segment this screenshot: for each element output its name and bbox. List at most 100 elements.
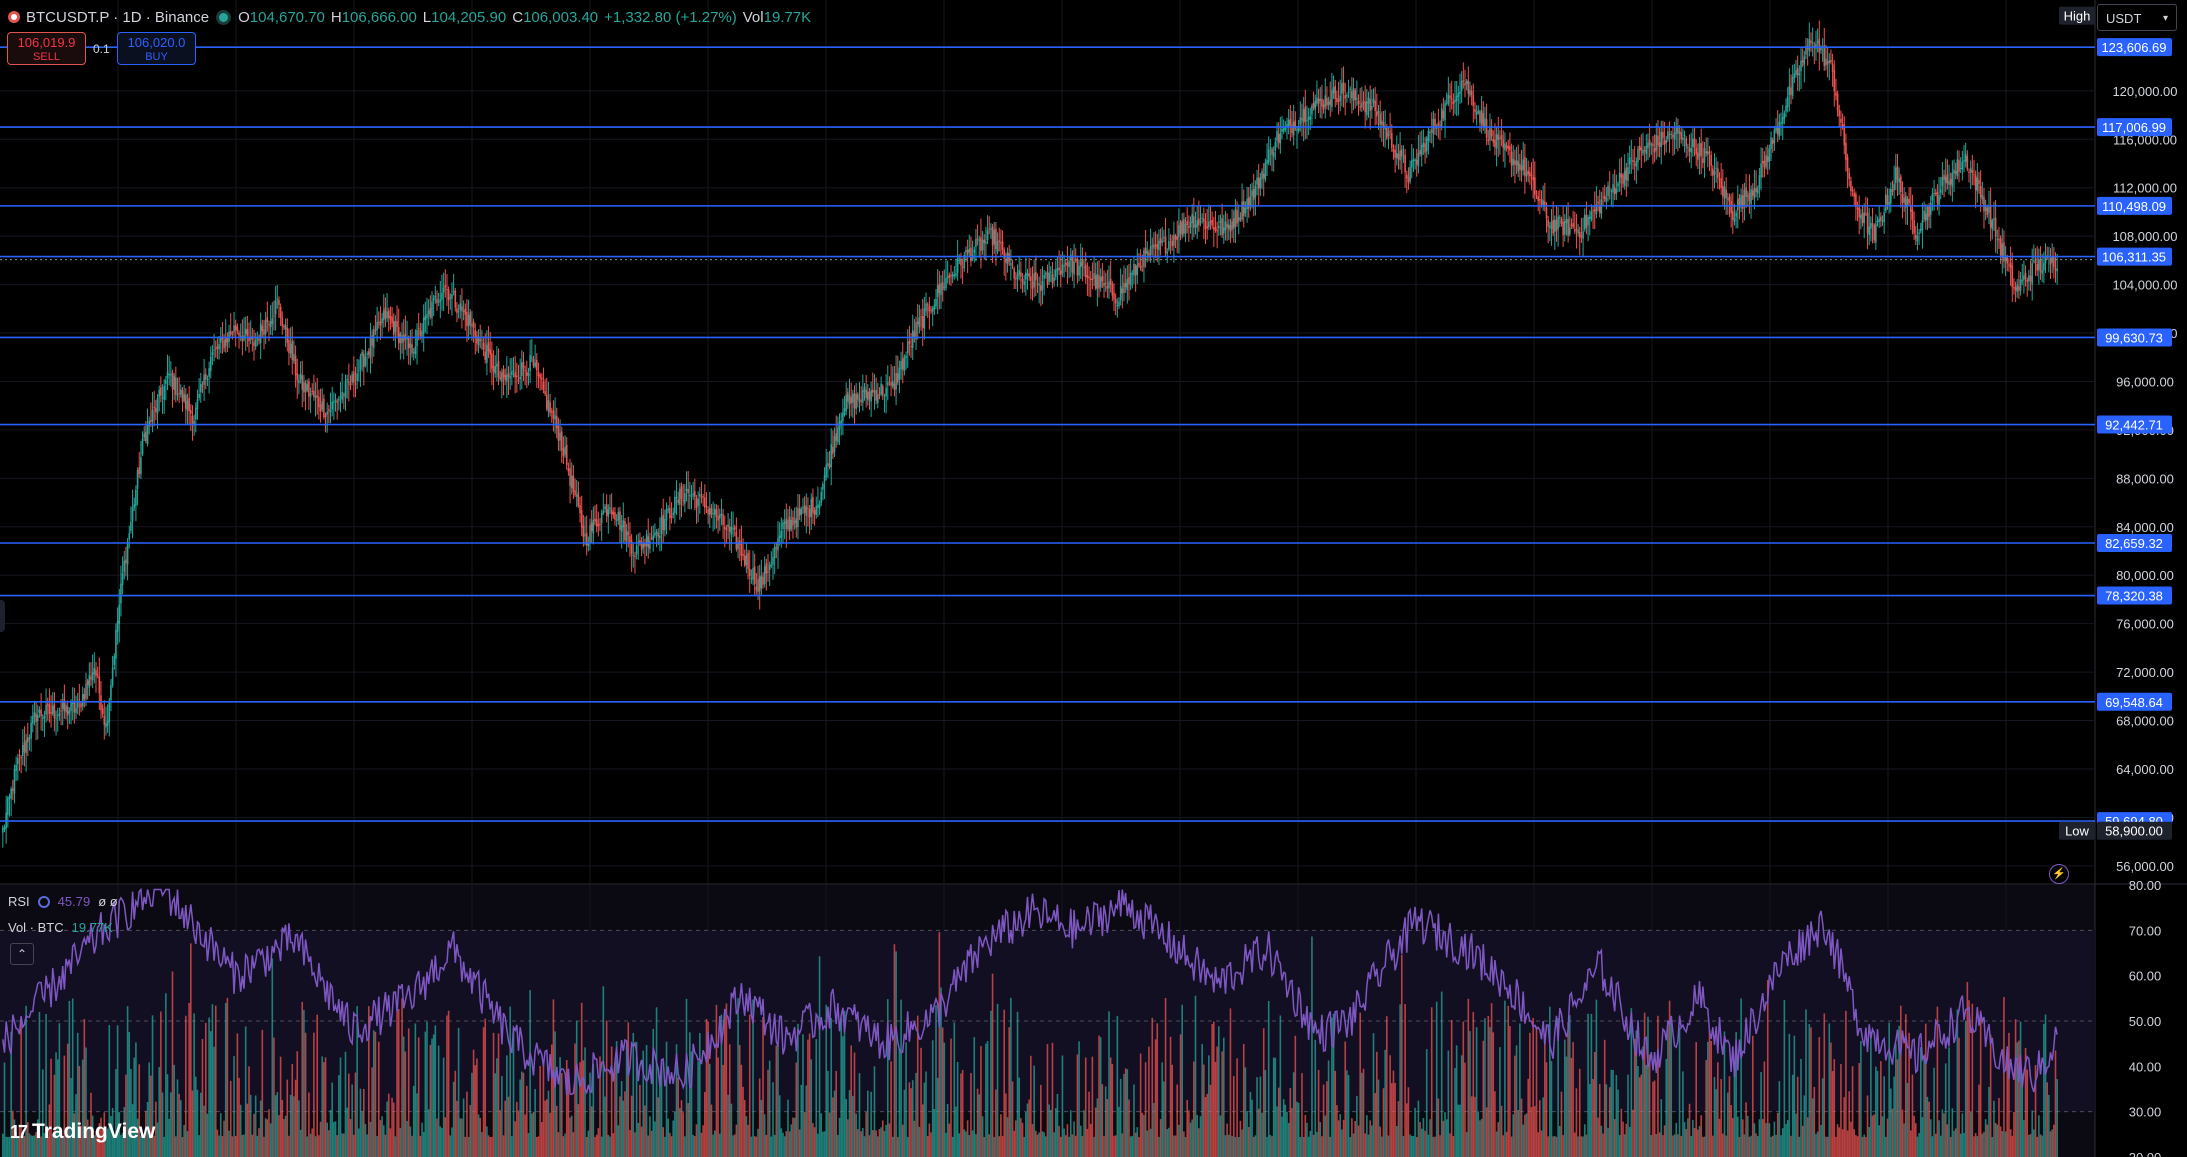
currency-select[interactable]: USDT ▾ bbox=[2097, 4, 2177, 31]
candle-body bbox=[366, 353, 368, 355]
price-axis-tick: 72,000.00 bbox=[2116, 665, 2174, 680]
candle-body bbox=[1387, 132, 1390, 137]
candle-body bbox=[1480, 110, 1483, 125]
volume-bar bbox=[1798, 1136, 1801, 1157]
volume-bar bbox=[612, 1133, 615, 1157]
candle-body bbox=[843, 408, 846, 415]
candle-body bbox=[1825, 58, 1827, 66]
volume-bar bbox=[1707, 1041, 1709, 1157]
candle-body bbox=[1712, 168, 1714, 176]
candle-body bbox=[226, 337, 229, 343]
volume-bar bbox=[1319, 1122, 1322, 1157]
volume-bar bbox=[805, 1085, 808, 1157]
candle-body bbox=[1389, 130, 1391, 133]
candle-body bbox=[1412, 159, 1415, 162]
volume-bar bbox=[2038, 1115, 2040, 1157]
buy-button[interactable]: 106,020.0 BUY bbox=[117, 32, 196, 65]
candle-body bbox=[594, 518, 596, 522]
candle-body bbox=[1309, 116, 1312, 120]
candle-body bbox=[1891, 189, 1894, 192]
candle-body bbox=[1400, 149, 1403, 157]
candle-body bbox=[1595, 204, 1598, 215]
candle-body bbox=[2049, 258, 2052, 265]
volume-bar bbox=[299, 1129, 302, 1157]
symbol-title[interactable]: BTCUSDT.P · 1D · Binance bbox=[26, 8, 210, 26]
sell-button[interactable]: 106,019.9 SELL bbox=[7, 32, 86, 65]
volume-bar bbox=[1485, 1107, 1488, 1157]
volume-bar bbox=[1415, 1136, 1418, 1157]
candle-body bbox=[128, 533, 131, 540]
candle-body bbox=[461, 306, 463, 312]
volume-bar bbox=[1850, 1121, 1852, 1157]
volume-bar bbox=[382, 1125, 385, 1157]
candle-body bbox=[471, 324, 473, 327]
volume-bar bbox=[1840, 1064, 1842, 1157]
volume-bar bbox=[1492, 1032, 1495, 1157]
volume-bar bbox=[1717, 1062, 1719, 1157]
volume-bar bbox=[131, 1104, 134, 1157]
candle-body bbox=[163, 386, 165, 400]
volume-bar bbox=[70, 1078, 72, 1157]
candle-body bbox=[1229, 225, 1232, 232]
candle-body bbox=[341, 391, 343, 400]
candle-body bbox=[1562, 221, 1564, 236]
volume-bar bbox=[219, 1113, 222, 1157]
volume-bar bbox=[376, 1136, 378, 1157]
rsi-extra: ø ø bbox=[98, 894, 118, 909]
volume-bar bbox=[730, 1103, 733, 1157]
candle-body bbox=[1657, 135, 1659, 146]
volume-bar bbox=[1193, 1061, 1195, 1157]
volume-bar bbox=[1554, 1135, 1556, 1157]
volume-bar bbox=[860, 1131, 862, 1157]
volume-bar bbox=[610, 1046, 613, 1157]
candle-body bbox=[1001, 241, 1004, 251]
candle-body bbox=[1991, 220, 1994, 230]
order-quantity[interactable]: 0.1 bbox=[93, 42, 110, 56]
volume-bar bbox=[1344, 1041, 1347, 1157]
side-panel-tab[interactable] bbox=[0, 600, 5, 632]
volume-bar bbox=[1916, 1136, 1919, 1157]
volume-bar bbox=[903, 1089, 906, 1157]
candle-body bbox=[557, 425, 560, 441]
volume-bar bbox=[13, 1119, 16, 1157]
volume-bar bbox=[705, 1019, 708, 1157]
volume-bar bbox=[1843, 1097, 1846, 1157]
volume-legend[interactable]: Vol · BTC 19.77K bbox=[8, 920, 113, 935]
volume-bar bbox=[2048, 1094, 2050, 1157]
volume-bar bbox=[155, 1101, 157, 1157]
volume-bar bbox=[1687, 1118, 1689, 1157]
volume-bar bbox=[1148, 1046, 1150, 1157]
candle-body bbox=[1620, 173, 1623, 178]
candle-body bbox=[800, 508, 803, 515]
collapse-legend-button[interactable]: ⌃ bbox=[10, 943, 34, 965]
candle-body bbox=[1336, 97, 1338, 102]
volume-bar bbox=[178, 1093, 180, 1157]
candle-body bbox=[832, 446, 834, 454]
candle-body bbox=[705, 505, 708, 507]
lightning-icon[interactable]: ⚡ bbox=[2049, 864, 2069, 884]
candle-body bbox=[397, 327, 400, 344]
volume-bar bbox=[336, 1135, 338, 1157]
volume-bar bbox=[91, 1115, 94, 1157]
volume-bar bbox=[590, 1106, 593, 1157]
candle-body bbox=[218, 344, 220, 350]
volume-bar bbox=[65, 1135, 67, 1157]
volume-bar bbox=[1311, 936, 1313, 1157]
candle-body bbox=[1023, 281, 1025, 285]
level-price-label: 78,320.38 bbox=[2105, 589, 2163, 604]
candle-body bbox=[376, 321, 378, 331]
volume-bar bbox=[1457, 1104, 1460, 1157]
candle-body bbox=[575, 495, 578, 497]
candle-body bbox=[788, 516, 791, 531]
candle-body bbox=[1452, 100, 1455, 105]
candle-body bbox=[113, 656, 116, 665]
candle-body bbox=[333, 401, 335, 403]
volume-bar bbox=[1226, 1123, 1228, 1157]
volume-bar bbox=[1015, 1120, 1017, 1157]
candle-body bbox=[484, 351, 487, 361]
rsi-legend[interactable]: RSI 45.79 ø ø bbox=[8, 894, 118, 909]
candle-body bbox=[1705, 151, 1707, 154]
volume-bar bbox=[870, 1091, 872, 1157]
candle-body bbox=[73, 701, 76, 713]
